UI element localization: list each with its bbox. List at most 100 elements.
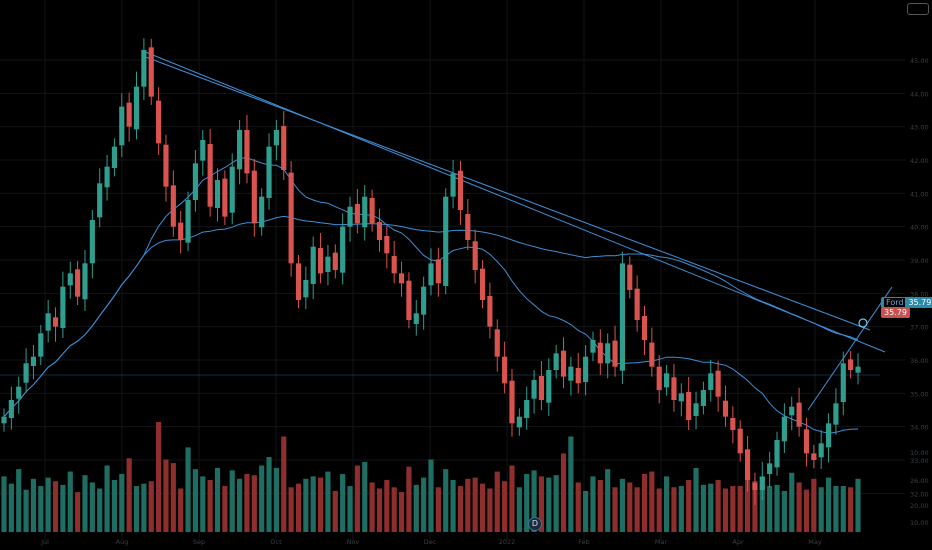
- volume-bar: [737, 486, 743, 532]
- candle-body: [391, 256, 397, 274]
- candle-body: [767, 463, 773, 474]
- volume-bar: [597, 480, 603, 532]
- price-axis: 45.00 44.00 43.00 42.00 41.00 40.00 39.00 38.00…: [910, 57, 929, 527]
- candle-body: [730, 418, 736, 430]
- volume-bar: [671, 487, 677, 532]
- prev-price-tag: 35.79: [881, 307, 910, 318]
- volume-bar: [391, 487, 397, 532]
- candle-body: [222, 178, 228, 217]
- candle-body: [295, 263, 302, 300]
- candle-body: [664, 373, 670, 388]
- candle-body: [200, 140, 206, 161]
- trend-line-support: [807, 286, 893, 411]
- candle-body: [450, 173, 456, 197]
- volume-bar: [590, 476, 596, 532]
- candle-body: [384, 236, 390, 254]
- last-price-tag: Ford 35.79: [881, 297, 932, 308]
- candle-body: [251, 170, 257, 224]
- volume-bar: [421, 477, 427, 532]
- volume-bar: [82, 475, 88, 532]
- candle-body: [369, 198, 375, 224]
- candle-body: [487, 296, 493, 327]
- volume-bar: [207, 480, 213, 532]
- candle-body: [259, 196, 265, 228]
- volume-bar: [634, 487, 640, 532]
- candle-body: [649, 342, 655, 367]
- price-tick-label: 45.00: [910, 57, 929, 65]
- candle-body: [75, 269, 81, 297]
- candle-body: [406, 280, 412, 320]
- volume-bar: [126, 458, 132, 532]
- volume-bar: [45, 477, 51, 532]
- volume-bar: [406, 466, 412, 532]
- volume-bar: [229, 470, 235, 532]
- volume-bar: [465, 478, 471, 532]
- candle-body: [546, 370, 552, 403]
- volume-tick-label: 20.00: [910, 502, 929, 510]
- last-price-value: 35.79: [908, 298, 932, 307]
- candle-body: [597, 342, 603, 364]
- volume-bar: [583, 490, 589, 532]
- candle-body: [590, 340, 596, 353]
- ma-long: [3, 215, 859, 418]
- candle-body: [583, 356, 589, 382]
- volume-bar: [237, 478, 243, 532]
- volume-bar: [1, 476, 7, 532]
- candle-body: [686, 392, 692, 420]
- volume-bar: [325, 471, 331, 532]
- volume-bar: [803, 489, 810, 532]
- candle-body: [789, 406, 795, 416]
- volume-bar: [656, 488, 662, 532]
- volume-tick-label: 26.00: [910, 477, 929, 485]
- volume-bar: [16, 469, 22, 532]
- candle-body: [340, 226, 346, 273]
- candle-body: [524, 400, 530, 418]
- volume-bar: [281, 436, 287, 532]
- candle-body: [678, 393, 684, 402]
- volume-bar: [487, 488, 493, 532]
- volume-bar: [200, 476, 206, 532]
- candle-body: [494, 329, 500, 357]
- settings-button[interactable]: [907, 3, 929, 15]
- candle-body: [310, 246, 316, 284]
- volume-bar: [369, 482, 375, 532]
- volume-bar: [384, 480, 390, 532]
- candle-body: [207, 144, 213, 207]
- volume-bar: [479, 483, 486, 532]
- candle-body: [156, 100, 162, 144]
- volume-bar: [612, 487, 618, 532]
- volume-bar: [722, 488, 729, 532]
- price-tick-label: 41.00: [910, 190, 929, 198]
- volume-bar: [553, 475, 559, 532]
- candle-body: [435, 259, 441, 284]
- volume-bar: [509, 465, 515, 532]
- volume-bar: [251, 475, 257, 532]
- volume-bar: [848, 487, 854, 532]
- volume-bar: [170, 463, 176, 532]
- price-tick-label: 37.00: [910, 324, 929, 332]
- candle-body: [133, 86, 140, 130]
- volume-bar: [840, 486, 846, 532]
- volume-bar: [730, 486, 736, 532]
- candle-body: [347, 206, 353, 227]
- volume-bar: [664, 476, 670, 532]
- volume-bar: [310, 476, 316, 532]
- price-tick-label: 38.00: [910, 290, 929, 298]
- volume-bar: [75, 492, 81, 532]
- dividend-event-icon[interactable]: D: [528, 517, 542, 531]
- candle-body: [111, 146, 118, 168]
- volume-bar: [156, 422, 162, 532]
- volume-bar: [178, 488, 184, 532]
- volume-bar: [413, 484, 419, 532]
- volume-bar: [855, 478, 861, 532]
- volume-bar: [317, 477, 324, 532]
- alert-marker: [858, 318, 868, 328]
- candle-body: [840, 363, 846, 402]
- volume-bar: [288, 487, 294, 532]
- trend-lines: [142, 50, 893, 411]
- candle-body: [192, 163, 198, 200]
- time-tick-label: Feb: [578, 538, 590, 546]
- candle-body: [89, 220, 95, 264]
- candle-body: [627, 264, 633, 290]
